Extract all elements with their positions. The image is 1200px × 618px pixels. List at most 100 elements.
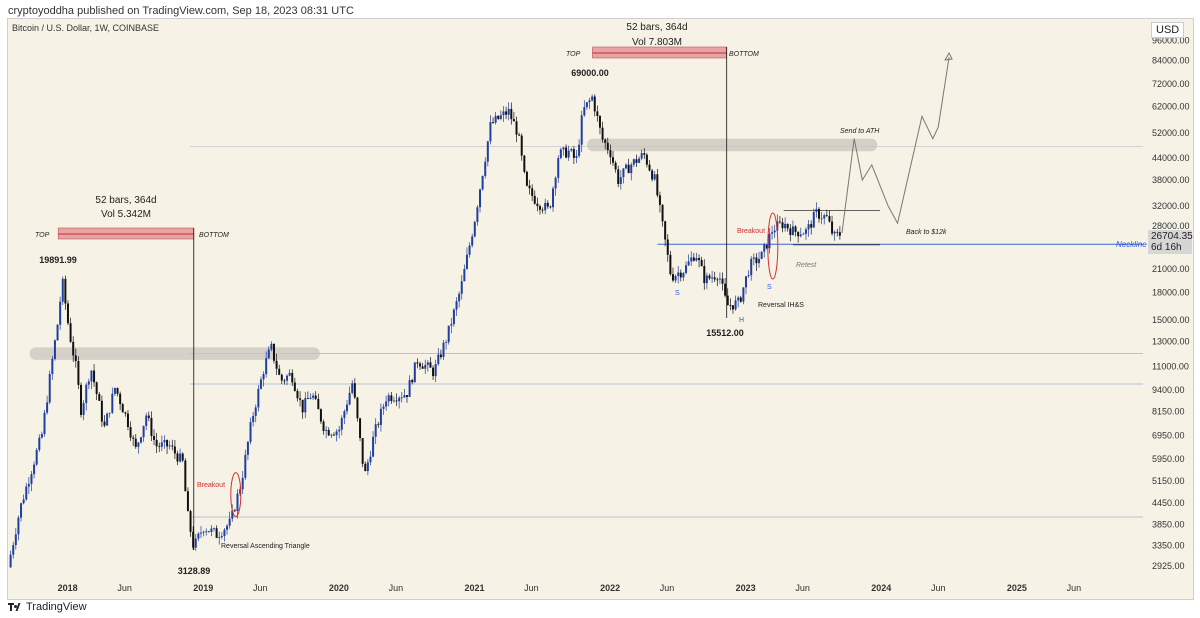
candle (533, 195, 536, 204)
candle (426, 362, 429, 365)
right-range-vol: Vol 7.803M (632, 37, 682, 48)
candle (385, 401, 388, 407)
candle (48, 373, 51, 403)
candle (241, 477, 244, 490)
candle (544, 202, 547, 211)
candle (591, 96, 594, 101)
candle (126, 413, 129, 428)
candle (419, 363, 422, 367)
candle (664, 221, 667, 240)
candle (205, 531, 208, 533)
candle (85, 384, 88, 404)
candle (134, 438, 137, 447)
candle (812, 212, 815, 228)
candle (771, 232, 774, 234)
candle (726, 295, 729, 306)
candle (653, 174, 656, 180)
y-tick-label: 2925.00 (1152, 561, 1185, 571)
candle (505, 111, 508, 115)
x-tick-label: 2021 (464, 583, 484, 593)
x-tick-label: Jun (524, 583, 539, 593)
candle (580, 115, 583, 145)
candle (758, 258, 761, 264)
y-tick-label: 32000.00 (1152, 201, 1190, 211)
candle (283, 380, 286, 382)
candle (382, 406, 385, 409)
candle (231, 510, 234, 519)
x-tick-label: Jun (117, 583, 132, 593)
candle (51, 358, 54, 374)
candle (593, 96, 596, 112)
candle (724, 283, 727, 296)
candle (202, 531, 205, 533)
candle (797, 231, 800, 237)
candle (145, 415, 148, 426)
candle (293, 382, 296, 391)
currency-badge[interactable]: USD (1151, 22, 1185, 38)
candle (270, 343, 273, 350)
candle (249, 422, 252, 442)
candle (479, 189, 482, 208)
candle (226, 525, 229, 530)
candle (403, 395, 406, 398)
candle (411, 380, 414, 383)
candle (116, 387, 119, 394)
candle (507, 108, 510, 115)
candle (619, 177, 622, 184)
candle (810, 224, 813, 228)
asc-triangle-label: Reversal Ascending Triangle (221, 543, 310, 550)
candle (747, 275, 750, 277)
x-tick-label: Jun (795, 583, 810, 593)
candle (286, 375, 289, 381)
candle (468, 245, 471, 255)
candle (437, 354, 440, 365)
candle (272, 343, 275, 361)
left-low-value: 3128.89 (178, 566, 211, 576)
candle (463, 268, 466, 282)
candle (640, 153, 643, 159)
candle (338, 429, 341, 432)
candle (578, 144, 581, 156)
candle (666, 239, 669, 255)
candle (760, 251, 763, 259)
candle (390, 395, 393, 401)
candle (254, 407, 257, 416)
candle (541, 209, 544, 211)
candle (828, 216, 831, 222)
ihs-right-shoulder: S (767, 284, 772, 291)
y-tick-label: 3850.00 (1152, 520, 1185, 530)
candle (781, 222, 784, 229)
candle (139, 437, 142, 443)
candle (481, 175, 484, 190)
right-low-value: 15512.00 (706, 328, 744, 338)
candle (356, 397, 359, 419)
candle (296, 390, 299, 399)
tradingview-logo-icon (8, 602, 22, 612)
candle (106, 413, 109, 426)
x-tick-label: Jun (931, 583, 946, 593)
candle (233, 510, 236, 512)
candle (729, 305, 732, 307)
candle (499, 115, 502, 119)
candle (246, 441, 249, 455)
projection-path (841, 56, 950, 234)
candle (400, 397, 403, 399)
candle (64, 278, 67, 304)
candle (791, 226, 794, 236)
right-top-label: TOP (566, 51, 581, 58)
candle (685, 265, 688, 273)
candle (322, 421, 325, 431)
chart-frame (7, 18, 1194, 600)
candle (677, 272, 680, 276)
candle (713, 277, 716, 280)
x-tick-label: 2022 (600, 583, 620, 593)
candle (512, 119, 515, 122)
candle (142, 425, 145, 438)
candle (567, 150, 570, 158)
candle (588, 100, 591, 103)
candle (72, 341, 75, 356)
candle (416, 362, 419, 364)
candle (432, 367, 435, 377)
candle (692, 257, 695, 261)
candle (562, 147, 565, 150)
